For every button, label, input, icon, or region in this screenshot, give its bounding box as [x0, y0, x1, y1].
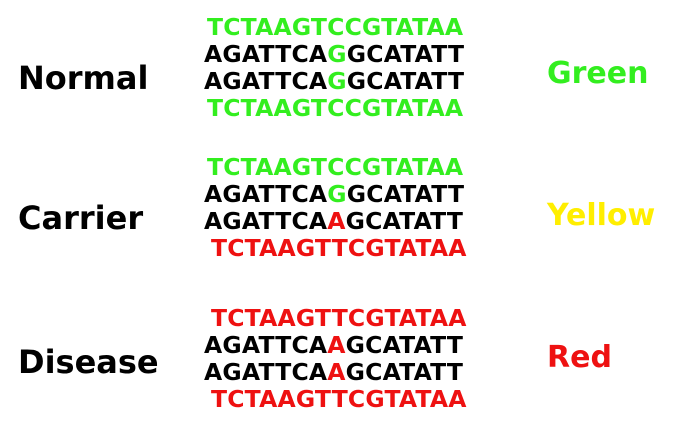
genotype-label: Disease [18, 343, 159, 381]
base-segment: A [327, 331, 346, 359]
base-segment: AGATTCA [204, 40, 328, 68]
base-segment: TCTAAGTTCGTATAA [211, 304, 467, 332]
dna-strand: TCTAAGTTCGTATAA [204, 305, 524, 332]
dna-strand: AGATTCAGGCATATT [204, 68, 524, 95]
base-segment: GCATATT [345, 358, 464, 386]
base-segment: TCTAAGTCCGTATAA [207, 94, 464, 122]
dna-strand: AGATTCAAGCATATT [204, 332, 524, 359]
base-segment: A [327, 207, 346, 235]
base-segment: GCATATT [345, 207, 464, 235]
base-segment: TCTAAGTCCGTATAA [207, 153, 464, 181]
base-segment: TCTAAGTTCGTATAA [211, 385, 467, 413]
dna-strand: AGATTCAGGCATATT [204, 181, 524, 208]
base-segment: GCATATT [346, 180, 465, 208]
base-segment: GCATATT [346, 67, 465, 95]
dna-strand: AGATTCAAGCATATT [204, 208, 524, 235]
color-result-label: Yellow [547, 198, 656, 233]
dna-strand: TCTAAGTTCGTATAA [204, 235, 524, 262]
dna-strands: TCTAAGTCCGTATAA AGATTCAGGCATATT AGATTCAG… [204, 14, 524, 122]
base-segment: AGATTCA [204, 358, 328, 386]
dna-strand: TCTAAGTCCGTATAA [204, 95, 524, 122]
dna-strand: TCTAAGTCCGTATAA [204, 154, 524, 181]
base-segment: GCATATT [346, 40, 465, 68]
dna-strands: TCTAAGTTCGTATAA AGATTCAAGCATATT AGATTCAA… [204, 305, 524, 413]
base-segment: G [327, 180, 347, 208]
dna-strand: AGATTCAAGCATATT [204, 359, 524, 386]
base-segment: AGATTCA [204, 67, 328, 95]
base-segment: AGATTCA [204, 180, 328, 208]
base-segment: G [327, 40, 347, 68]
base-segment: GCATATT [345, 331, 464, 359]
dna-strand: TCTAAGTTCGTATAA [204, 386, 524, 413]
genotype-label: Normal [18, 59, 149, 97]
dna-strand: AGATTCAGGCATATT [204, 41, 524, 68]
dna-strands: TCTAAGTCCGTATAA AGATTCAGGCATATT AGATTCAA… [204, 154, 524, 262]
genotype-label: Carrier [18, 199, 144, 237]
base-segment: TCTAAGTCCGTATAA [207, 13, 464, 41]
base-segment: AGATTCA [204, 331, 328, 359]
base-segment: TCTAAGTTCGTATAA [211, 234, 467, 262]
color-result-label: Green [547, 56, 649, 91]
base-segment: G [327, 67, 347, 95]
base-segment: AGATTCA [204, 207, 328, 235]
color-result-label: Red [547, 340, 612, 375]
base-segment: A [327, 358, 346, 386]
dna-strand: TCTAAGTCCGTATAA [204, 14, 524, 41]
